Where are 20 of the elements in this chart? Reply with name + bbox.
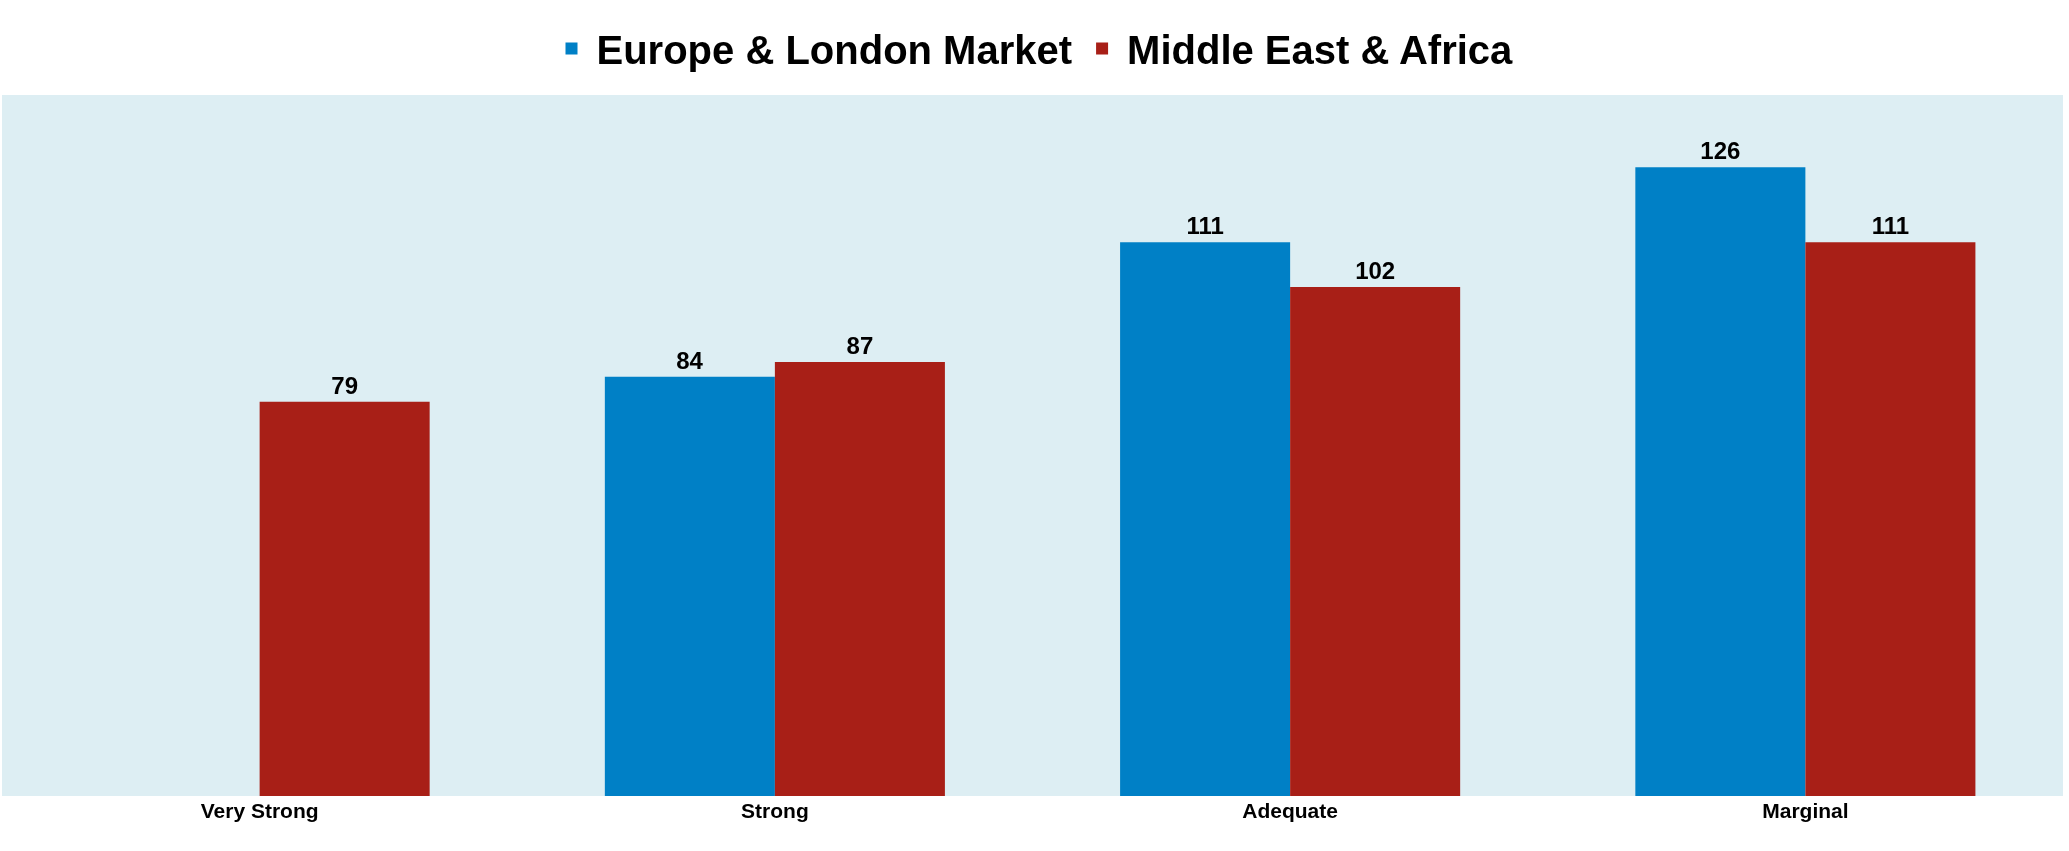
x-tick-label: Very Strong [200, 799, 319, 822]
data-label: 79 [331, 371, 358, 399]
bar [1635, 167, 1806, 796]
data-label: 126 [1700, 137, 1741, 165]
legend-label: Europe & London Market [596, 28, 1073, 73]
bar [1290, 287, 1461, 796]
x-tick-label: Strong [741, 799, 809, 822]
bar [604, 376, 775, 796]
bar [1805, 242, 1976, 796]
legend-label: Middle East & Africa [1127, 28, 1514, 73]
data-label: 84 [676, 346, 704, 374]
data-label: 87 [846, 331, 874, 359]
x-tick-label: Marginal [1762, 799, 1849, 822]
data-label: 111 [1186, 212, 1224, 240]
data-label: 111 [1871, 212, 1910, 240]
bar [774, 361, 945, 796]
bar [1120, 242, 1291, 796]
bar [259, 401, 430, 796]
x-tick-label: Adequate [1242, 799, 1338, 822]
data-label: 102 [1355, 257, 1396, 285]
